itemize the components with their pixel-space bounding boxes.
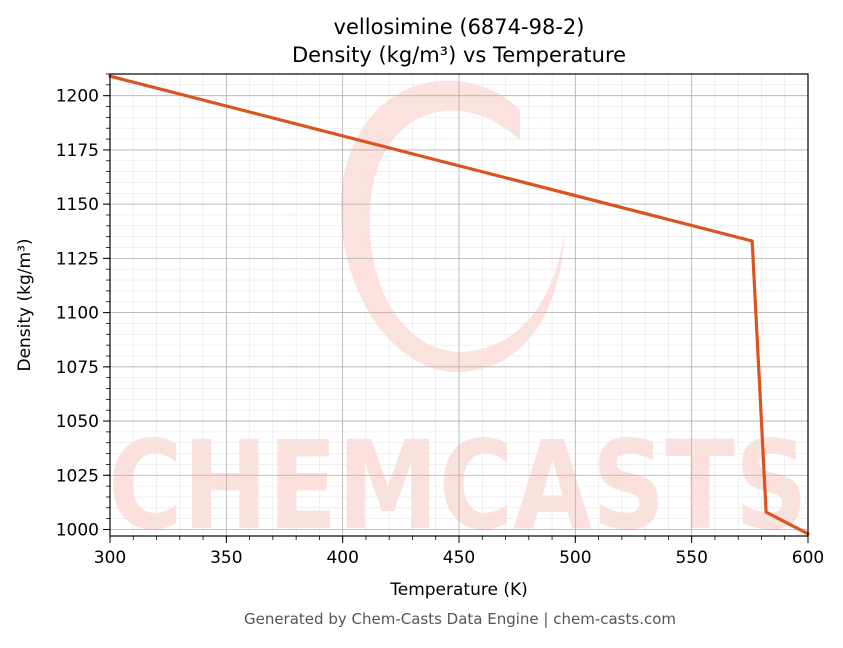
y-axis: 1000 1025 1050 1075 1100 1125 1150 1175 1200: [56, 73, 110, 540]
y-tick-label: 1025: [56, 466, 99, 486]
y-tick-label: 1000: [56, 520, 99, 540]
x-tick-label: 400: [326, 548, 358, 568]
y-tick-label: 1050: [56, 412, 99, 432]
chart-subtitle: Density (kg/m³) vs Temperature: [292, 43, 626, 67]
y-tick-label: 1150: [56, 195, 99, 215]
footer-credit: Generated by Chem-Casts Data Engine | ch…: [244, 610, 676, 628]
y-tick-label: 1100: [56, 304, 99, 324]
x-tick-label: 350: [210, 548, 242, 568]
y-tick-label: 1075: [56, 358, 99, 378]
y-axis-label: Density (kg/m³): [15, 238, 35, 371]
chart-title: vellosimine (6874-98-2): [334, 15, 585, 39]
x-tick-label: 600: [792, 548, 824, 568]
x-axis-label: Temperature (K): [389, 580, 528, 600]
x-tick-label: 450: [443, 548, 475, 568]
x-tick-label: 550: [675, 548, 707, 568]
y-tick-label: 1125: [56, 249, 99, 269]
series-line: [108, 74, 810, 536]
y-tick-label: 1175: [56, 141, 99, 161]
x-axis: 300 350 400 450 500 550 600: [94, 536, 824, 568]
x-tick-label: 300: [94, 548, 126, 568]
major-grid: [109, 74, 809, 536]
y-tick-label: 1200: [56, 87, 99, 107]
x-tick-label: 500: [559, 548, 591, 568]
series-layer: [108, 74, 810, 536]
